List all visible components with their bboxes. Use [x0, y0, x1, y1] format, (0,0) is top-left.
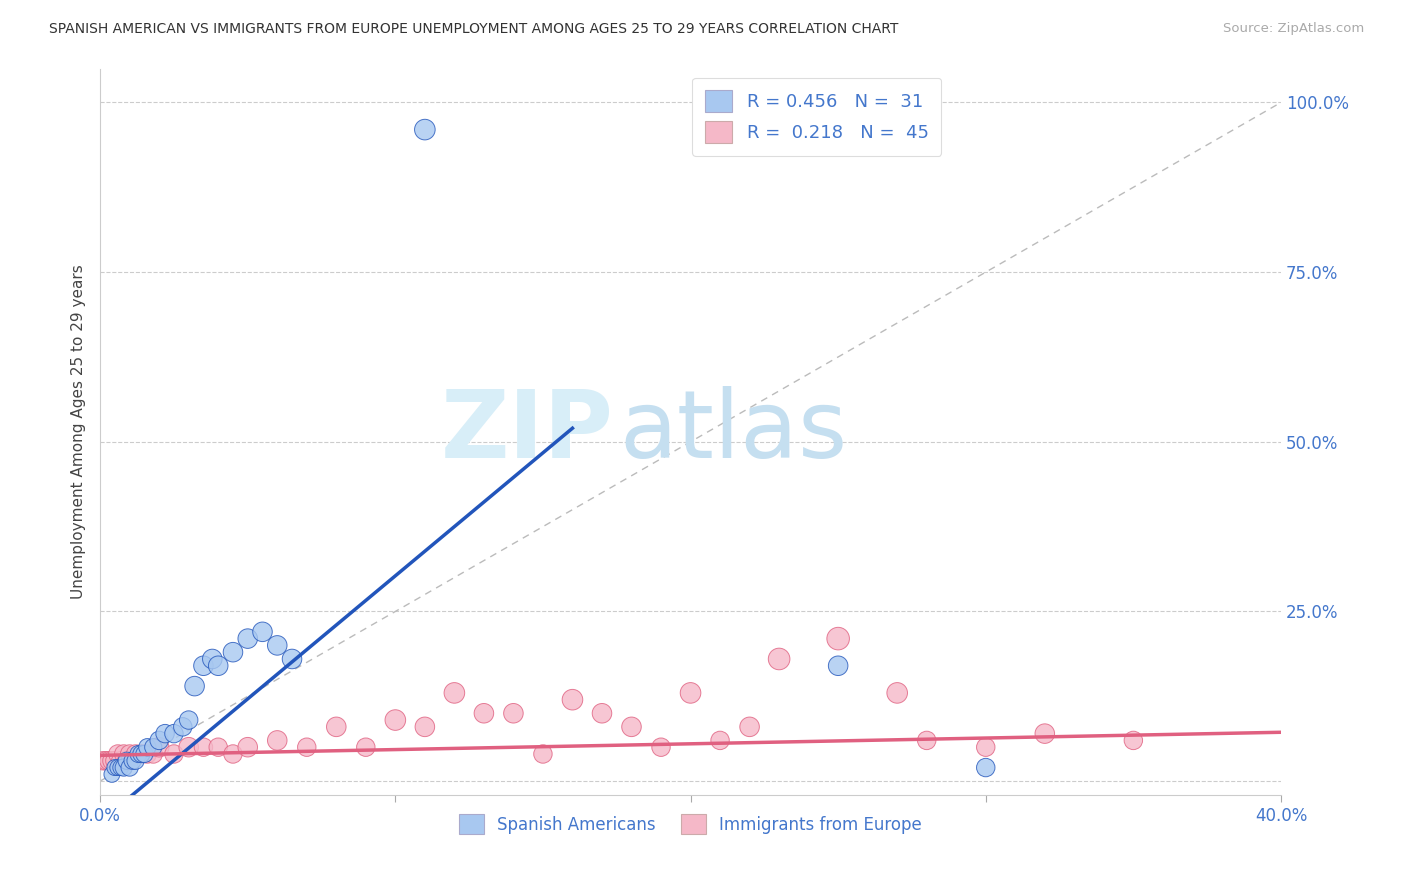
Point: [325, 720, 347, 734]
Point: [193, 740, 215, 755]
Point: [163, 747, 186, 761]
Point: [827, 632, 849, 646]
Point: [112, 747, 135, 761]
Point: [281, 652, 304, 666]
Point: [827, 658, 849, 673]
Point: [112, 760, 135, 774]
Point: [104, 760, 127, 774]
Point: [177, 740, 200, 755]
Point: [148, 740, 170, 755]
Point: [222, 645, 245, 659]
Point: [128, 747, 150, 761]
Point: [472, 706, 495, 721]
Point: [236, 632, 259, 646]
Point: [650, 740, 672, 755]
Point: [121, 754, 143, 768]
Point: [384, 713, 406, 727]
Point: [118, 760, 141, 774]
Point: [142, 747, 165, 761]
Point: [110, 754, 132, 768]
Point: [413, 720, 436, 734]
Point: [148, 733, 170, 747]
Point: [502, 706, 524, 721]
Point: [134, 747, 156, 761]
Point: [738, 720, 761, 734]
Point: [124, 747, 146, 761]
Point: [107, 760, 129, 774]
Legend: Spanish Americans, Immigrants from Europe: Spanish Americans, Immigrants from Europ…: [449, 804, 932, 845]
Point: [101, 767, 124, 781]
Point: [295, 740, 318, 755]
Point: [974, 760, 997, 774]
Point: [101, 754, 124, 768]
Point: [104, 754, 127, 768]
Text: SPANISH AMERICAN VS IMMIGRANTS FROM EUROPE UNEMPLOYMENT AMONG AGES 25 TO 29 YEAR: SPANISH AMERICAN VS IMMIGRANTS FROM EURO…: [49, 22, 898, 37]
Point: [236, 740, 259, 755]
Point: [124, 754, 146, 768]
Point: [201, 652, 224, 666]
Point: [266, 639, 288, 653]
Point: [620, 720, 643, 734]
Point: [207, 740, 229, 755]
Point: [107, 747, 129, 761]
Point: [94, 754, 117, 768]
Point: [193, 658, 215, 673]
Point: [177, 713, 200, 727]
Point: [183, 679, 205, 693]
Point: [115, 754, 138, 768]
Point: [115, 754, 138, 768]
Point: [561, 692, 583, 706]
Point: [1033, 726, 1056, 740]
Point: [136, 747, 159, 761]
Point: [915, 733, 938, 747]
Point: [136, 740, 159, 755]
Point: [531, 747, 554, 761]
Point: [131, 747, 153, 761]
Point: [98, 754, 121, 768]
Point: [131, 747, 153, 761]
Point: [91, 754, 114, 768]
Point: [142, 740, 165, 755]
Point: [172, 720, 194, 734]
Point: [110, 760, 132, 774]
Point: [118, 747, 141, 761]
Text: atlas: atlas: [620, 385, 848, 477]
Point: [222, 747, 245, 761]
Point: [153, 726, 176, 740]
Point: [886, 686, 908, 700]
Point: [709, 733, 731, 747]
Point: [679, 686, 702, 700]
Point: [207, 658, 229, 673]
Y-axis label: Unemployment Among Ages 25 to 29 years: Unemployment Among Ages 25 to 29 years: [72, 264, 86, 599]
Point: [354, 740, 377, 755]
Point: [163, 726, 186, 740]
Point: [768, 652, 790, 666]
Point: [252, 624, 274, 639]
Point: [974, 740, 997, 755]
Point: [1122, 733, 1144, 747]
Text: ZIP: ZIP: [441, 385, 614, 477]
Point: [266, 733, 288, 747]
Point: [413, 122, 436, 136]
Point: [591, 706, 613, 721]
Text: Source: ZipAtlas.com: Source: ZipAtlas.com: [1223, 22, 1364, 36]
Point: [443, 686, 465, 700]
